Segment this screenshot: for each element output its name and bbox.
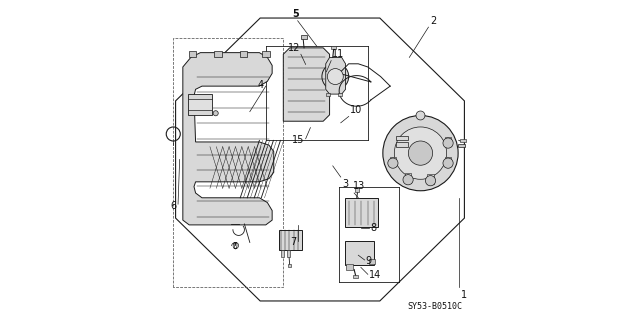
Bar (353, 275, 358, 278)
Text: 7: 7 (290, 237, 296, 247)
Bar (405, 173, 412, 183)
Bar (445, 137, 451, 146)
Text: 9: 9 (365, 256, 372, 266)
Polygon shape (284, 48, 330, 121)
Bar (239, 51, 247, 57)
Bar (281, 250, 284, 257)
Polygon shape (326, 57, 346, 94)
Bar (396, 142, 408, 147)
Bar (301, 35, 307, 39)
Bar (188, 99, 212, 110)
Text: 3: 3 (342, 179, 348, 189)
Text: 5: 5 (292, 9, 300, 19)
Text: 12: 12 (287, 43, 300, 53)
Bar (278, 230, 303, 250)
Bar (189, 51, 196, 57)
Bar (396, 136, 408, 140)
Text: 15: 15 (292, 135, 305, 145)
Circle shape (426, 175, 436, 186)
Circle shape (388, 158, 398, 168)
Bar (214, 51, 221, 57)
Bar (390, 157, 396, 166)
Circle shape (213, 111, 218, 116)
Text: 11: 11 (332, 49, 344, 59)
Circle shape (322, 63, 349, 90)
Bar (458, 144, 465, 147)
Text: 14: 14 (369, 270, 381, 280)
Circle shape (408, 141, 433, 165)
Bar (287, 250, 290, 257)
Bar (188, 94, 212, 115)
Text: 4: 4 (258, 79, 264, 90)
Bar (338, 93, 342, 96)
Bar (345, 198, 378, 227)
Bar (346, 264, 353, 270)
Text: SY53-B0510C: SY53-B0510C (407, 302, 462, 311)
Bar (369, 259, 375, 264)
Circle shape (327, 69, 343, 85)
Bar (445, 157, 451, 166)
Text: 6: 6 (170, 201, 177, 211)
Text: 10: 10 (349, 105, 362, 115)
Polygon shape (183, 53, 274, 225)
Circle shape (443, 158, 453, 168)
Text: 1: 1 (461, 290, 467, 300)
Bar (345, 241, 374, 265)
Text: 2: 2 (430, 16, 436, 26)
Bar (460, 139, 466, 142)
Bar (355, 188, 359, 192)
Circle shape (443, 138, 453, 148)
Bar (331, 46, 336, 49)
Bar (428, 174, 434, 184)
Circle shape (394, 127, 447, 179)
Bar (288, 264, 291, 267)
Bar (326, 93, 330, 96)
Text: 8: 8 (371, 223, 376, 233)
Text: 13: 13 (353, 182, 365, 191)
Circle shape (383, 115, 458, 191)
Circle shape (403, 174, 413, 185)
Circle shape (416, 111, 425, 120)
Bar (262, 51, 269, 57)
